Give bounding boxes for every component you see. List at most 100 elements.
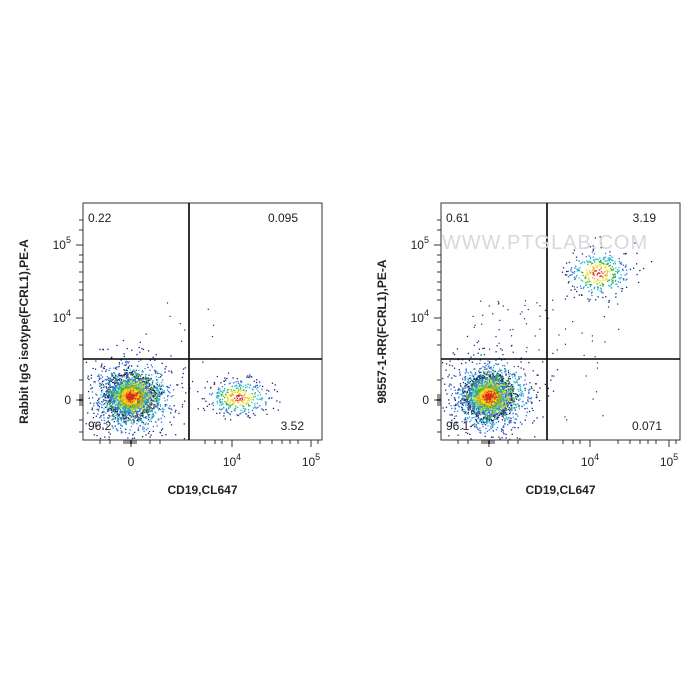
event-dot [99,384,101,386]
event-dot [138,390,140,392]
event-dot [113,412,116,414]
x-tick-label: 105 [302,452,320,469]
event-dot [117,395,120,397]
event-dot [137,420,140,423]
event-dot [125,402,127,404]
event-dot [118,363,121,365]
event-dot [103,393,105,395]
event-dot [136,384,139,386]
event-dot [467,381,469,384]
event-dot [137,382,139,384]
event-dot [259,391,261,394]
event-dot [126,403,128,405]
event-dot [114,412,116,414]
event-dot [147,423,149,425]
event-dot [169,421,171,423]
event-dot [129,399,131,401]
event-dot [145,402,147,404]
event-dot [481,390,484,392]
event-dot [244,408,246,410]
event-dot [159,387,161,390]
event-dot [488,404,490,406]
event-dot [139,417,141,419]
event-dot [137,427,140,429]
event-dot [151,366,153,368]
event-dot [232,402,234,405]
event-dot [484,424,487,426]
event-dot [128,408,131,410]
event-dot [87,412,89,414]
event-dot [503,392,505,394]
event-dot [124,385,126,387]
event-dot [116,411,118,413]
event-dot [88,397,90,399]
event-dot [505,390,507,392]
event-dot [128,383,131,386]
event-dot [127,395,129,397]
event-dot [502,408,504,410]
event-dot [138,381,140,383]
event-dot [138,395,141,397]
event-dot [148,396,150,398]
event-dot [99,397,101,399]
event-dot [213,381,215,384]
event-dot [127,362,129,364]
event-dot [136,390,138,392]
event-dot [118,399,120,401]
event-dot [116,403,118,405]
event-dot [107,409,109,411]
event-dot [140,408,142,410]
event-dot [129,396,131,398]
event-dot [150,409,152,411]
event-dot [140,404,142,407]
event-dot [131,372,133,374]
event-dot [93,405,95,407]
event-dot [106,383,108,385]
event-dot [124,389,126,391]
tick-exp: 5 [66,235,71,245]
event-dot [229,394,232,396]
event-dot [132,404,134,406]
event-dot [112,413,114,416]
event-dot [118,389,121,392]
event-dot [240,380,242,382]
event-dot [111,396,113,399]
event-dot [216,402,219,404]
event-dot [125,369,127,371]
event-dot [247,402,249,404]
event-dot [111,393,113,395]
event-dot [139,386,141,388]
event-dot [218,395,220,397]
event-dot [128,390,131,392]
event-dot [243,410,246,412]
event-dot [147,387,149,390]
event-dot [212,404,215,407]
event-dot [127,382,129,384]
event-dot [122,417,124,419]
event-dot [232,377,234,379]
event-dot [91,409,93,411]
event-dot [130,379,133,381]
event-dot [114,382,117,384]
event-dot [145,401,148,404]
event-dot [249,393,251,396]
event-dot [120,393,122,395]
event-dot [479,375,481,377]
event-dot [123,384,125,386]
event-dot [93,402,95,405]
event-dot [112,393,114,395]
event-dot [129,429,131,431]
event-dot [118,413,120,415]
event-dot [138,399,141,401]
event-dot [135,395,137,397]
event-dot [104,436,106,438]
event-dot [119,406,121,409]
event-dot [183,438,186,440]
event-dot [123,379,125,381]
event-dot [118,387,120,389]
event-dot [112,409,115,411]
event-dot [147,406,149,408]
event-dot [131,419,134,421]
event-dot [212,402,214,404]
